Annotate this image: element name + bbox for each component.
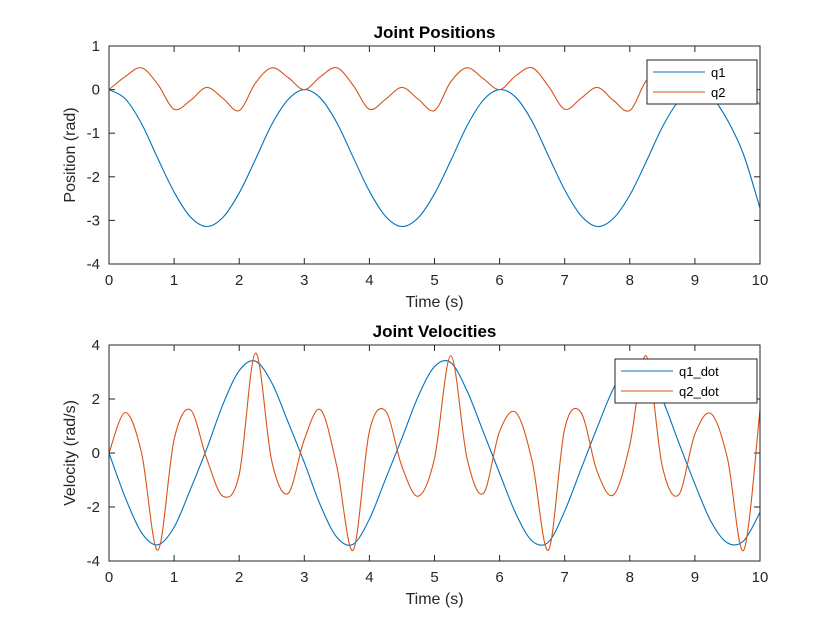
y-tick-label: 2: [92, 391, 100, 408]
x-tick-label: 8: [626, 569, 634, 586]
x-tick-label: 1: [170, 569, 178, 586]
x-axis-label: Time (s): [405, 294, 463, 311]
x-tick-label: 0: [105, 569, 113, 586]
x-tick-label: 2: [235, 569, 243, 586]
x-tick-label: 9: [691, 272, 699, 289]
axes-border: [108, 45, 761, 265]
y-tick-label: 0: [92, 82, 100, 99]
x-tick-label: 4: [365, 272, 373, 289]
x-tick-label: 8: [626, 272, 634, 289]
legend: q1_dot q2_dot: [614, 358, 758, 404]
y-tick-label: -1: [87, 125, 100, 142]
series-line-q1: [109, 88, 760, 228]
x-tick-label: 0: [105, 272, 113, 289]
x-tick-label: 4: [365, 569, 373, 586]
legend-entry: q1: [711, 65, 725, 80]
y-tick-label: -2: [87, 499, 100, 516]
y-tick-label: -2: [87, 169, 100, 186]
y-tick-label: 0: [92, 445, 100, 462]
chart-joint-velocities: 0 1 2 3 4 5 6 7 8 9 10 4 2 0 -2 -4 Joint Velocities Time …: [62, 322, 768, 608]
x-tick-label: 1: [170, 272, 178, 289]
y-axis-label: Position (rad): [62, 107, 79, 202]
x-tick-label: 3: [300, 272, 308, 289]
x-tick-label: 6: [495, 272, 503, 289]
legend-entry: q2_dot: [679, 384, 719, 399]
legend-box: [646, 59, 758, 105]
x-tick-label: 9: [691, 569, 699, 586]
y-tick-label: -4: [87, 256, 100, 273]
x-tick-label: 6: [495, 569, 503, 586]
y-tick-label: -4: [87, 553, 100, 570]
x-tick-label: 7: [561, 569, 569, 586]
y-axis-label: Velocity (rad/s): [62, 400, 79, 506]
legend-entry: q1_dot: [679, 364, 719, 379]
y-tick-label: 1: [92, 38, 100, 55]
chart-title: Joint Velocities: [373, 322, 497, 341]
chart-title: Joint Positions: [374, 23, 496, 42]
x-axis-label: Time (s): [405, 591, 463, 608]
y-tick-label: 4: [92, 337, 100, 354]
legend-box: [614, 358, 758, 404]
axes-border: [108, 344, 761, 562]
x-tick-label: 10: [752, 569, 769, 586]
x-tick-label: 5: [430, 569, 438, 586]
y-tick-label: -3: [87, 212, 100, 229]
x-tick-label: 3: [300, 569, 308, 586]
x-tick-label: 7: [561, 272, 569, 289]
legend-entry: q2: [711, 85, 725, 100]
series-line-q2-dot: [109, 352, 760, 551]
x-tick-label: 2: [235, 272, 243, 289]
x-tick-label: 10: [752, 272, 769, 289]
x-tick-label: 5: [430, 272, 438, 289]
